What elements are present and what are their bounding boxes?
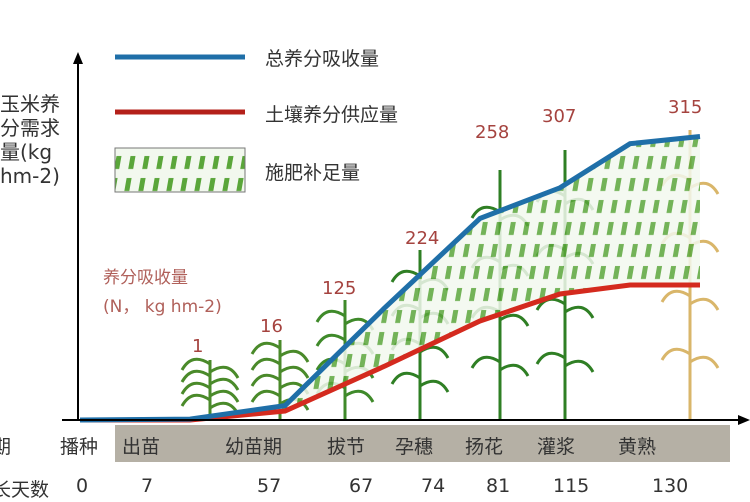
value-label: 315: [668, 97, 703, 118]
day-label: 81: [486, 475, 511, 497]
day-label: 67: [349, 475, 374, 497]
x-axis-arrow-icon: [738, 415, 750, 425]
stage-label: 灌浆: [537, 436, 576, 458]
day-label: 7: [141, 475, 154, 497]
fertilizer-area: [80, 136, 700, 420]
annotation-title: 养分吸收量: [103, 268, 188, 288]
stage-label: 出苗: [122, 436, 161, 458]
day-label: 115: [553, 475, 590, 497]
days-row-label: 长天数: [0, 479, 50, 501]
legend-label-fertilizer: 施肥补足量: [265, 162, 361, 184]
value-label: 307: [542, 106, 577, 127]
day-label: 0: [76, 475, 89, 497]
legend-label-soil: 土壤养分供应量: [265, 104, 399, 126]
stage-band: [115, 425, 730, 462]
day-label: 57: [257, 475, 282, 497]
legend-label-total: 总养分吸收量: [265, 48, 380, 70]
day-label: 74: [421, 475, 446, 497]
stage-label: 拔节: [327, 436, 366, 458]
day-label: 130: [652, 475, 689, 497]
value-label: 258: [475, 122, 510, 143]
value-label: 224: [405, 228, 440, 249]
value-label: 16: [260, 316, 283, 337]
stage-row-label: 期: [0, 436, 12, 458]
stage-label: 扬花: [465, 436, 504, 458]
stage-label: 孕穗: [395, 436, 434, 458]
y-axis-arrow-icon: [73, 52, 83, 64]
stage-label: 播种: [60, 436, 99, 458]
corn-plant: [180, 357, 240, 420]
stage-label: 黄熟: [618, 436, 657, 458]
legend-swatch-fertilizer: [114, 147, 246, 193]
annotation-unit: (N， kg hm-2): [103, 297, 222, 317]
y-axis-label: 玉米养分需求量(kg hm-2): [0, 92, 60, 188]
value-label: 125: [322, 278, 357, 299]
value-label: 1: [192, 336, 204, 357]
stage-label: 幼苗期: [225, 436, 283, 458]
total-uptake-line: [79, 134, 701, 423]
